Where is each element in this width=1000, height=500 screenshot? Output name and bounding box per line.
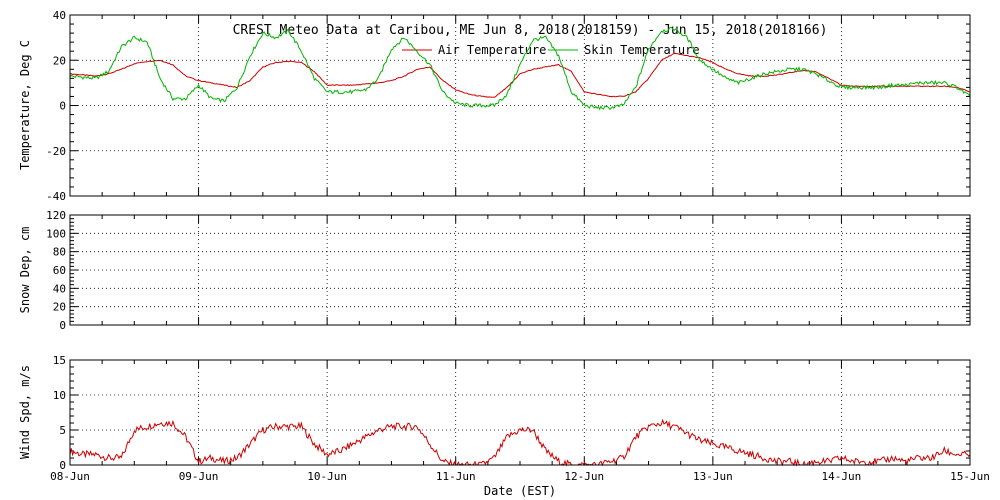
snow-depth-ytick-label: 20 <box>53 301 66 314</box>
temperature-ytick-label: 20 <box>53 54 66 67</box>
legend-skin-label: Skin Temperature <box>584 43 700 57</box>
temperature-axis-label: Temperature, Deg C <box>18 40 32 170</box>
wind-speed-frame <box>69 359 971 466</box>
snow-depth-panel: 0 20 40 60 80 100 120 <box>46 209 971 332</box>
snow-depth-ytick-label: 60 <box>53 264 66 277</box>
snow-depth-axis-label: Snow Dep, cm <box>18 227 32 314</box>
legend-air-label: Air Temperature <box>438 43 546 57</box>
snow-depth-ytick-label: 40 <box>53 282 66 295</box>
x-tick-label: 14-Jun <box>822 470 862 483</box>
x-tick-label: 11-Jun <box>436 470 476 483</box>
snow-depth-ytick-label: 0 <box>59 319 66 332</box>
wind-speed-ytick-label: 15 <box>53 354 66 367</box>
wind-speed-axis-label: Wind Spd, m/s <box>18 365 32 459</box>
temperature-ytick-label: 40 <box>53 9 66 22</box>
legend: Air Temperature Skin Temperature <box>402 43 700 57</box>
temperature-series-1-line <box>69 26 971 111</box>
temperature-ytick-label: -20 <box>46 145 66 158</box>
temperature-frame <box>69 14 971 197</box>
wind-speed-ytick-label: 5 <box>59 424 66 437</box>
temperature-ytick-label: -40 <box>46 190 66 203</box>
x-tick-label: 13-Jun <box>693 470 733 483</box>
chart-title: CREST Meteo Data at Caribou, ME Jun 8, 2… <box>233 23 828 38</box>
wind-speed-series-0-line <box>69 418 971 467</box>
x-tick-label: 09-Jun <box>179 470 219 483</box>
wind-speed-ytick-label: 0 <box>59 459 66 472</box>
x-tick-label: 12-Jun <box>564 470 604 483</box>
temperature-series-0-line <box>69 52 971 98</box>
x-tick-label: 08-Jun <box>50 470 90 483</box>
snow-depth-ytick-label: 100 <box>46 227 66 240</box>
x-tick-label: 10-Jun <box>307 470 347 483</box>
x-axis-label: Date (EST) <box>484 484 556 498</box>
x-tick-label: 15-Jun <box>950 470 990 483</box>
temperature-ytick-label: 0 <box>59 100 66 113</box>
wind-speed-panel: 0 5 10 15 <box>53 354 971 472</box>
wind-speed-ytick-label: 10 <box>53 389 66 402</box>
x-tick-labels: 08-Jun 09-Jun 10-Jun 11-Jun 12-Jun 13-Jun 14-J… <box>50 470 990 483</box>
snow-depth-frame <box>69 214 971 326</box>
snow-depth-ytick-label: 80 <box>53 246 66 259</box>
temperature-panel: -40 -20 0 20 40 <box>46 9 971 203</box>
snow-depth-ytick-label: 120 <box>46 209 66 222</box>
